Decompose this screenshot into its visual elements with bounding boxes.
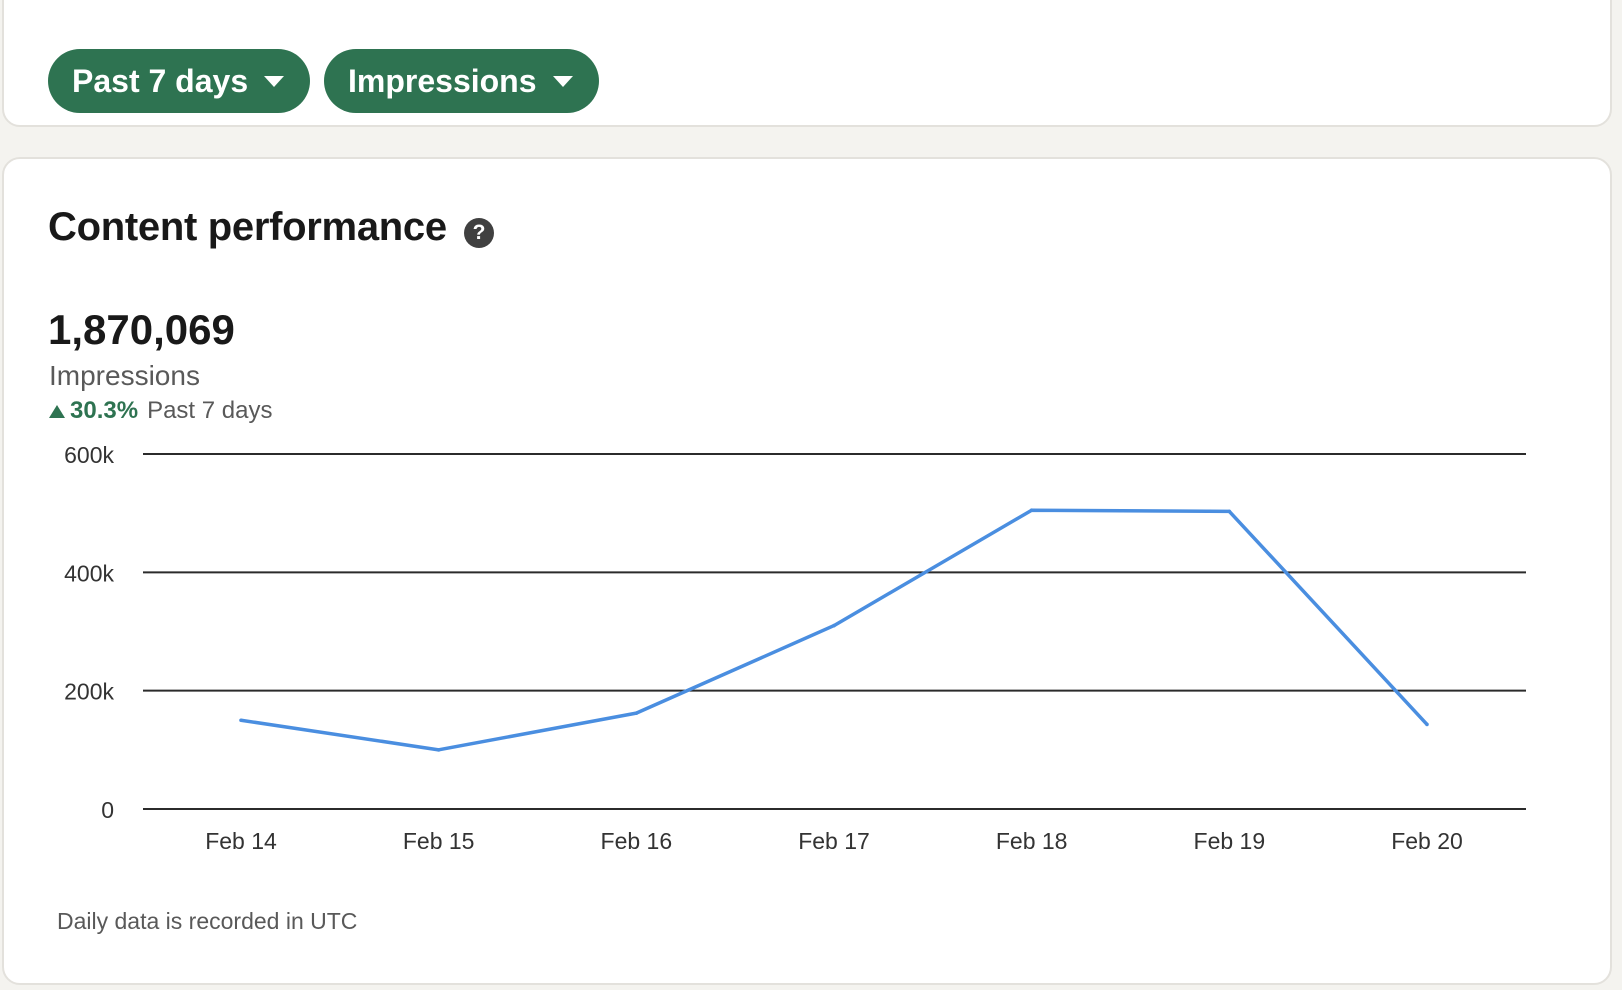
arrow-up-icon <box>49 404 65 418</box>
utc-footnote: Daily data is recorded in UTC <box>57 908 358 934</box>
date-range-label: Past 7 days <box>72 62 249 99</box>
content-performance-card <box>2 157 1612 985</box>
card-title: Content performance <box>48 205 447 249</box>
change-percent: 30.3% <box>70 397 139 424</box>
metric-dropdown[interactable]: Impressions <box>324 49 599 113</box>
metric-dropdown-label: Impressions <box>348 62 537 99</box>
caret-down-icon <box>264 75 285 87</box>
caret-down-icon <box>552 75 573 87</box>
total-impressions: 1,870,069 <box>48 306 235 353</box>
date-range-dropdown[interactable]: Past 7 days <box>48 49 310 113</box>
change-period: Past 7 days <box>147 397 273 424</box>
help-icon[interactable]: ? <box>464 218 494 248</box>
change-indicator: 30.3% Past 7 days <box>49 397 272 425</box>
metric-label: Impressions <box>49 360 200 391</box>
